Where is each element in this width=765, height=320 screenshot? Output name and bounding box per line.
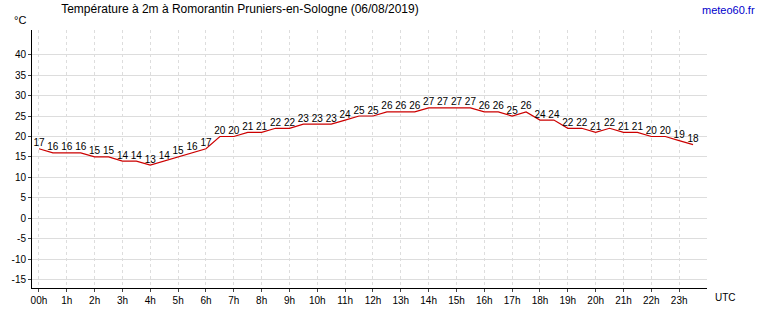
svg-text:16: 16	[61, 141, 73, 152]
svg-text:11h: 11h	[337, 295, 353, 306]
svg-text:23: 23	[326, 113, 338, 124]
svg-text:9h: 9h	[284, 295, 295, 306]
svg-text:22h: 22h	[643, 295, 660, 306]
svg-text:26: 26	[479, 100, 491, 111]
svg-text:1h: 1h	[61, 295, 72, 306]
svg-text:17h: 17h	[504, 295, 521, 306]
svg-text:27: 27	[437, 96, 449, 107]
svg-text:23: 23	[298, 113, 310, 124]
svg-text:-15: -15	[12, 274, 27, 285]
svg-text:2h: 2h	[89, 295, 100, 306]
svg-text:-10: -10	[12, 254, 27, 265]
svg-text:6h: 6h	[200, 295, 211, 306]
svg-text:0: 0	[20, 213, 26, 224]
svg-text:22: 22	[270, 117, 282, 128]
svg-text:25: 25	[353, 105, 365, 116]
svg-text:15h: 15h	[448, 295, 465, 306]
svg-text:13h: 13h	[392, 295, 409, 306]
svg-text:22: 22	[576, 117, 588, 128]
svg-text:21h: 21h	[615, 295, 632, 306]
svg-text:10h: 10h	[309, 295, 326, 306]
svg-text:3h: 3h	[117, 295, 128, 306]
svg-text:26: 26	[381, 100, 393, 111]
svg-text:15: 15	[89, 145, 101, 156]
svg-text:meteo60.fr: meteo60.fr	[702, 4, 755, 16]
svg-text:16: 16	[47, 141, 59, 152]
svg-text:27: 27	[451, 96, 463, 107]
svg-text:14: 14	[117, 150, 129, 161]
svg-text:20: 20	[646, 125, 658, 136]
svg-text:23: 23	[312, 113, 324, 124]
svg-text:°C: °C	[14, 14, 26, 26]
svg-text:14: 14	[131, 150, 143, 161]
svg-text:5: 5	[20, 192, 26, 203]
svg-text:15: 15	[15, 151, 27, 162]
svg-text:20: 20	[660, 125, 672, 136]
svg-text:5h: 5h	[173, 295, 184, 306]
svg-text:00h: 00h	[31, 295, 48, 306]
svg-text:14h: 14h	[420, 295, 437, 306]
svg-text:16: 16	[186, 141, 198, 152]
svg-text:18h: 18h	[532, 295, 549, 306]
svg-text:26: 26	[493, 100, 505, 111]
svg-text:13: 13	[145, 154, 157, 165]
svg-text:30: 30	[15, 90, 27, 101]
svg-text:24: 24	[340, 109, 352, 120]
svg-text:12h: 12h	[365, 295, 382, 306]
svg-text:15: 15	[103, 145, 115, 156]
svg-text:22: 22	[284, 117, 296, 128]
svg-text:8h: 8h	[256, 295, 267, 306]
svg-text:19: 19	[674, 129, 686, 140]
svg-text:27: 27	[465, 96, 477, 107]
svg-text:26: 26	[395, 100, 407, 111]
svg-text:10: 10	[15, 172, 27, 183]
svg-text:22: 22	[604, 117, 616, 128]
svg-text:20: 20	[214, 125, 226, 136]
svg-text:17: 17	[33, 137, 45, 148]
svg-text:20: 20	[228, 125, 240, 136]
svg-text:20: 20	[15, 131, 27, 142]
svg-text:-5: -5	[17, 233, 26, 244]
svg-text:22: 22	[562, 117, 574, 128]
svg-text:25: 25	[507, 105, 519, 116]
svg-text:27: 27	[423, 96, 435, 107]
svg-text:26: 26	[409, 100, 421, 111]
svg-text:24: 24	[534, 109, 546, 120]
svg-text:21: 21	[632, 121, 644, 132]
svg-text:18: 18	[688, 133, 700, 144]
svg-text:4h: 4h	[145, 295, 156, 306]
svg-text:15: 15	[173, 145, 185, 156]
svg-text:25: 25	[15, 111, 27, 122]
svg-text:35: 35	[15, 70, 27, 81]
svg-text:Température à 2m à Romorantin: Température à 2m à Romorantin Pruniers-e…	[61, 2, 419, 16]
svg-text:26: 26	[521, 100, 533, 111]
svg-text:21: 21	[242, 121, 254, 132]
svg-text:21: 21	[590, 121, 602, 132]
svg-text:19h: 19h	[559, 295, 576, 306]
svg-text:UTC: UTC	[715, 292, 736, 303]
svg-text:40: 40	[15, 49, 27, 60]
svg-text:14: 14	[159, 150, 171, 161]
svg-text:21: 21	[256, 121, 268, 132]
svg-text:23h: 23h	[671, 295, 688, 306]
svg-text:7h: 7h	[228, 295, 239, 306]
svg-text:16h: 16h	[476, 295, 493, 306]
svg-text:21: 21	[618, 121, 630, 132]
svg-text:24: 24	[548, 109, 560, 120]
svg-text:20h: 20h	[587, 295, 604, 306]
svg-text:25: 25	[367, 105, 379, 116]
svg-text:16: 16	[75, 141, 87, 152]
svg-text:17: 17	[200, 137, 212, 148]
